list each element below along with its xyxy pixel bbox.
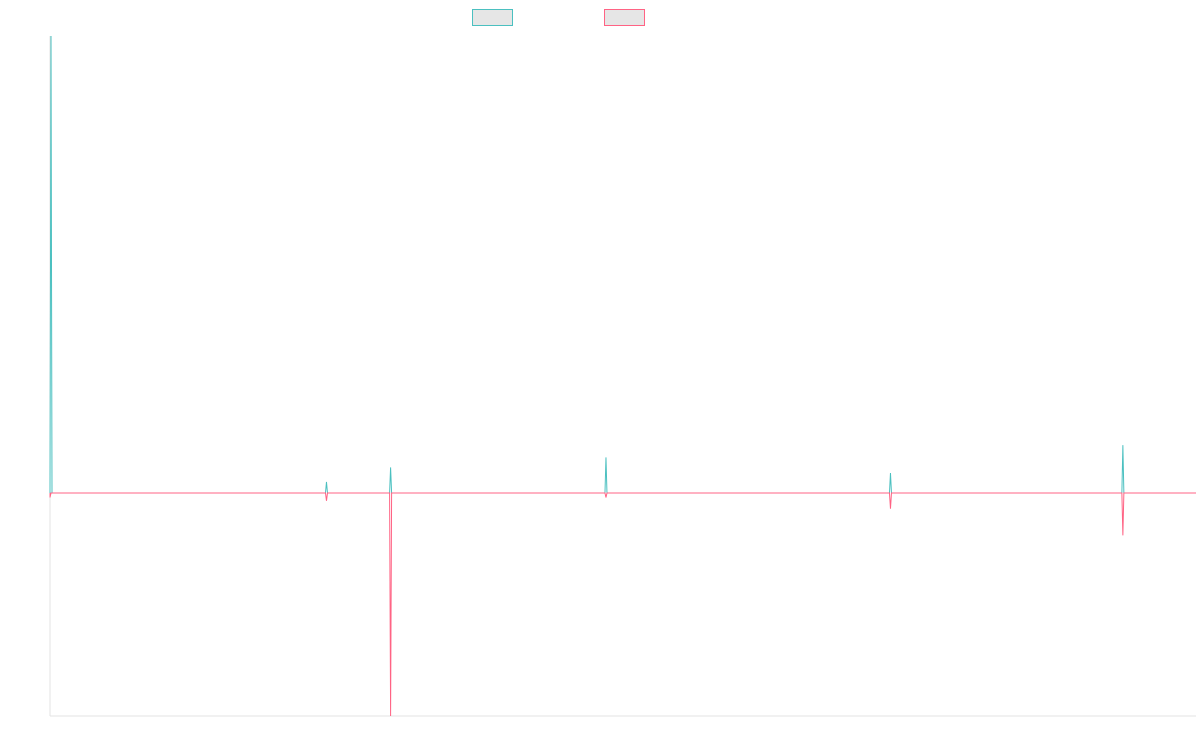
series-line-0 bbox=[49, 35, 1196, 494]
series-line-1 bbox=[49, 492, 1196, 717]
legend bbox=[472, 9, 645, 26]
series-layer bbox=[49, 35, 1196, 717]
axes bbox=[49, 36, 1196, 717]
legend-swatch-1[interactable] bbox=[604, 9, 645, 26]
legend-swatch-0[interactable] bbox=[472, 9, 513, 26]
